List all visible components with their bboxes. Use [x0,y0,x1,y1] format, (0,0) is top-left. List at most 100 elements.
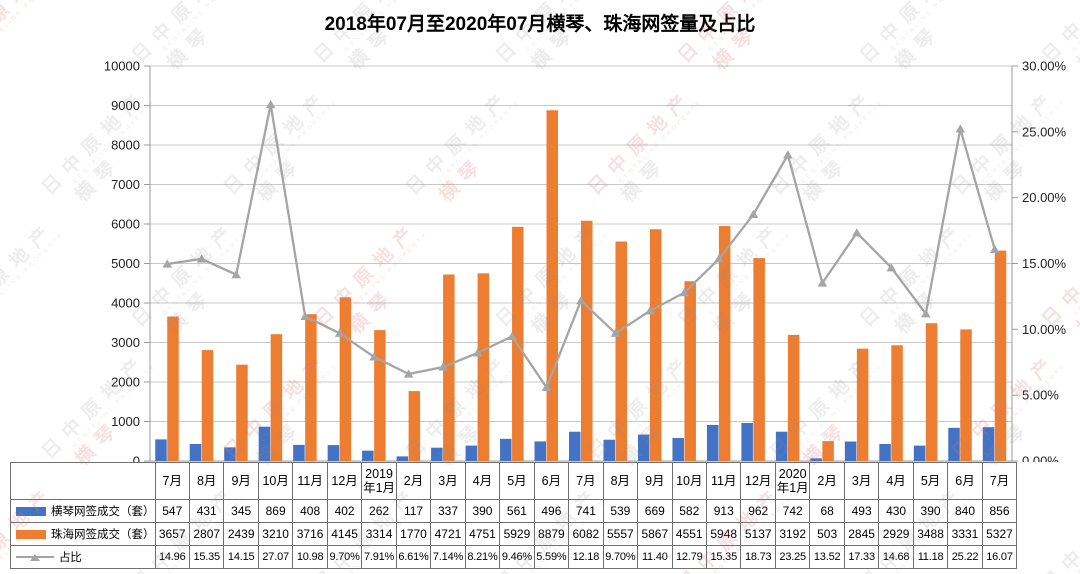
month-header-cell: 11月 [292,462,328,500]
bar-hengqin [982,427,995,461]
bar-hengqin [569,431,581,461]
value-cell: 10.98 [292,545,328,569]
value-cell: 4721 [430,522,466,546]
bar-hengqin [879,444,891,461]
value-cell: 503 [809,522,845,546]
left-axis-label: 8000 [111,138,140,153]
data-table-container: 7月 8月 9月 10月 11月 12月 2019 年1月 2月 3月 4月 5月 6月 7月 8月 9月 1… [10,462,1018,569]
legend-header-blank-cell [10,462,156,500]
ratio-line-marker [955,124,966,133]
value-cell: 11.18 [912,545,949,569]
bar-zhuhai [615,241,627,461]
month-header-cell: 8月 [602,462,639,500]
bar-zhuhai [856,348,869,461]
value-cell: 6082 [568,522,604,546]
ratio-line-marker [576,296,586,305]
value-cell: 9.70% [326,545,363,569]
value-cell: 9.70% [602,545,639,569]
bar-hengqin [810,458,822,461]
ratio-line-marker [300,311,310,321]
bar-hengqin [948,427,960,461]
series-name-label: 占比 [59,552,82,564]
value-cell: 7.14% [430,545,466,569]
value-cell: 2845 [843,522,880,546]
value-cell: 869 [257,499,294,523]
ratio-line-marker [783,150,793,159]
month-header-cell: 6月 [533,462,570,500]
bar-hengqin [500,438,512,461]
value-cell: 2807 [188,522,225,546]
right-axis-label: 5.00% [1022,388,1059,403]
value-cell: 3488 [912,522,949,546]
ratio-line-marker [403,369,414,378]
value-cell: 5327 [981,522,1018,546]
ratio-line-marker [921,309,931,318]
legend-entry: 占比 [11,549,154,565]
legend-entry: 珠海网签成交（套） [11,526,154,542]
ratio-line-marker [679,287,690,297]
bar-zhuhai [270,334,283,461]
value-cell: 117 [395,499,432,523]
month-header-cell: 2月 [809,462,845,500]
chart-data-table: 7月 8月 9月 10月 11月 12月 2019 年1月 2月 3月 4月 5月 6月 7月 8月 9月 1… [10,462,1018,569]
ratio-line-marker [610,328,621,337]
value-cell: 17.33 [843,545,880,569]
bar-zhuhai [684,281,696,461]
left-axis-label: 9000 [111,98,140,113]
bar-zhuhai [822,441,834,461]
right-axis-label: 15.00% [1022,256,1067,271]
month-header-cell: 9月 [637,462,673,500]
legend-cell-ratio-row: 占比 [10,545,156,569]
value-cell: 262 [361,499,397,523]
bar-hengqin [258,426,271,461]
value-cell: 582 [671,499,708,523]
value-cell: 493 [843,499,880,523]
legend-cell-zhuhai-row: 珠海网签成交（套） [10,522,156,546]
bar-zhuhai [960,329,972,461]
value-cell: 2929 [878,522,914,546]
value-cell: 2439 [223,522,259,546]
ratio-line-marker [196,254,207,263]
value-cell: 390 [912,499,949,523]
value-cell: 15.35 [188,545,225,569]
value-cell: 12.18 [568,545,604,569]
bar-zhuhai [408,391,421,461]
value-cell: 430 [878,499,914,523]
value-cell: 14.96 [154,545,190,569]
month-header-cell: 11月 [705,462,742,500]
bar-zhuhai [443,274,455,461]
month-header-cell: 3月 [843,462,880,500]
zhuhai-series-swatch-icon [16,529,46,539]
bar-hengqin [637,434,650,461]
ratio-line-marker [886,263,897,272]
value-cell: 8.21% [464,545,501,569]
value-cell: 11.40 [637,545,673,569]
zhuhai-row: 珠海网签成交（套） 3657 2807 2439 3210 3716 4145 3314 177… [10,522,1018,546]
bar-hengqin [603,439,615,461]
bar-zhuhai [718,226,731,461]
value-cell: 3331 [947,522,983,546]
value-cell: 5137 [740,522,776,546]
month-header-cell: 12月 [740,462,776,500]
ratio-line-marker [541,382,552,391]
month-header-cell: 3月 [430,462,466,500]
left-axis-label: 7000 [111,177,140,192]
right-axis-label: 20.00% [1022,190,1067,205]
ratio-line-marker [438,362,448,371]
ratio-line-marker [231,270,241,279]
value-cell: 4751 [464,522,501,546]
bar-zhuhai [753,258,765,461]
bar-zhuhai [167,316,179,461]
value-cell: 669 [637,499,673,523]
bar-zhuhai [649,229,662,461]
value-cell: 496 [533,499,570,523]
value-cell: 5557 [602,522,639,546]
value-cell: 431 [188,499,225,523]
right-axis-label: 10.00% [1022,322,1067,337]
month-header-cell: 8月 [188,462,225,500]
bar-hengqin [844,441,857,461]
ratio-line-marker [989,244,1000,254]
month-header-cell: 2月 [395,462,432,500]
month-header-row: 7月 8月 9月 10月 11月 12月 2019 年1月 2月 3月 4月 5月 6月 7月 8月 9月 1… [10,462,1018,500]
bar-hengqin [327,445,340,461]
